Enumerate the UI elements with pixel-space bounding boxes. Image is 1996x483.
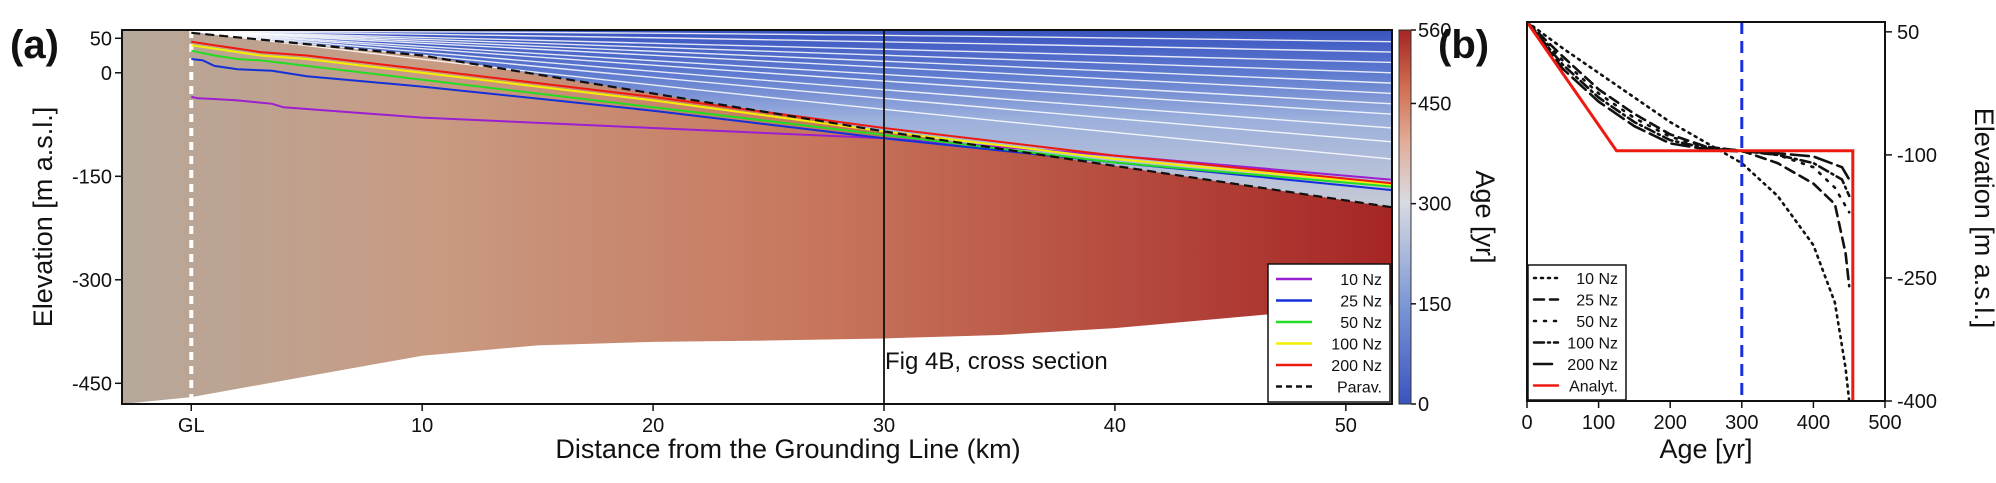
cross-section-annotation: Fig 4B, cross section <box>885 348 1108 375</box>
panel-a-frame <box>121 29 1393 405</box>
x-tick-label: 40 <box>1104 415 1126 437</box>
isochrone-line <box>191 30 1392 53</box>
legend-entry: 200 Nz <box>1567 357 1618 374</box>
legend-entry: 10 Nz <box>1576 271 1618 288</box>
panel-b-legend: 10 Nz 25 Nz 50 Nz 100 Nz 200 Nz Analyt. <box>1527 264 1627 401</box>
y-tick-label: -100 <box>1897 145 1937 167</box>
legend-box <box>1527 264 1627 401</box>
panel-b-y-axis-label: Elevation [m a.s.l.] <box>1969 108 1996 329</box>
panel-a-y-axis-label: Elevation [m a.s.l.] <box>28 107 58 328</box>
panel-b-x-axis-label: Age [yr] <box>1659 434 1752 464</box>
series-line-100nz <box>191 44 1392 186</box>
legend-entry: 100 Nz <box>1331 337 1382 354</box>
series-line-parav <box>191 31 1392 209</box>
legend-entry: 25 Nz <box>1576 293 1618 310</box>
colorbar-gradient <box>1398 29 1412 405</box>
isochrone-line <box>191 30 1392 129</box>
isochrone-line <box>191 30 1392 105</box>
y-tick-label: 50 <box>90 28 112 50</box>
colorbar-tick-label: 560 <box>1418 20 1451 42</box>
y-tick-label: 0 <box>101 63 112 85</box>
profile-line-100nz <box>1527 22 1851 198</box>
x-tick-label: 300 <box>1725 412 1758 434</box>
legend-entry: 25 Nz <box>1340 294 1382 311</box>
isochrone-line <box>191 30 1392 115</box>
young-ice-region <box>191 30 1392 208</box>
x-tick-label: 20 <box>642 415 664 437</box>
legend-entry: Parav. <box>1337 380 1382 397</box>
x-tick-label: 100 <box>1582 412 1615 434</box>
profile-line-200nz <box>1527 22 1851 181</box>
panel-a: GL 10 20 30 40 50 50 0 -150 -300 -450 Distance fro… <box>28 28 1393 464</box>
legend-entry: Analyt. <box>1569 379 1618 396</box>
series-line-25nz <box>191 58 1392 192</box>
panel-a-ticks: GL 10 20 30 40 50 50 0 -150 -300 -450 <box>72 28 1357 437</box>
isochrone-line <box>191 30 1392 43</box>
panel-b-frame <box>1526 21 1886 402</box>
panel-a-x-axis-label: Distance from the Grounding Line (km) <box>555 434 1020 464</box>
panel-label-b: (b) <box>1438 23 1489 67</box>
legend-entry: 200 Nz <box>1331 358 1382 375</box>
x-tick-label: 50 <box>1335 415 1357 437</box>
panel-b-ticks: 0 100 200 300 400 500 50 -100 -250 -400 <box>1521 22 1937 434</box>
profile-line-50nz <box>1527 22 1851 214</box>
x-tick-label: 200 <box>1654 412 1687 434</box>
y-tick-label: 50 <box>1897 22 1919 44</box>
isochrone-line <box>191 30 1392 160</box>
isochrone-line <box>191 30 1392 74</box>
colorbar-tick-label: 450 <box>1418 93 1451 115</box>
series-line-200nz <box>191 40 1392 185</box>
colorbar-ticks: 0 150 300 450 560 <box>1411 20 1451 416</box>
isochrone-line <box>191 30 1392 84</box>
legend-box <box>1267 263 1391 403</box>
profile-line-analyt <box>1527 22 1855 401</box>
legend-entry: 50 Nz <box>1576 314 1618 331</box>
y-tick-label: -150 <box>72 166 112 188</box>
x-tick-label: 10 <box>411 415 433 437</box>
colorbar-tick-label: 150 <box>1418 294 1451 316</box>
colorbar-tick-label: 300 <box>1418 194 1451 216</box>
x-tick-label: GL <box>178 415 205 437</box>
colorbar-label: Age [yr] <box>1470 170 1500 263</box>
panel-a-plot-area <box>122 30 1392 404</box>
panel-label-a: (a) <box>10 23 59 67</box>
x-tick-label: 500 <box>1868 412 1901 434</box>
legend-entry: 50 Nz <box>1340 315 1382 332</box>
y-tick-label: -300 <box>72 270 112 292</box>
colorbar: 0 150 300 450 560 Age [yr] <box>1398 20 1500 416</box>
colorbar-tick-label: 0 <box>1418 394 1429 416</box>
panel-b-plot-area <box>1527 22 1855 401</box>
x-tick-label: 400 <box>1797 412 1830 434</box>
x-tick-label: 0 <box>1521 412 1532 434</box>
y-tick-label: -450 <box>72 373 112 395</box>
y-tick-label: -400 <box>1897 391 1937 413</box>
legend-entry: 100 Nz <box>1567 336 1618 353</box>
x-tick-label: 30 <box>873 415 895 437</box>
legend-entry: 10 Nz <box>1340 272 1382 289</box>
y-tick-label: -250 <box>1897 268 1937 290</box>
panel-a-legend: 10 Nz 25 Nz 50 Nz 100 Nz 200 Nz Parav. <box>1267 263 1391 403</box>
